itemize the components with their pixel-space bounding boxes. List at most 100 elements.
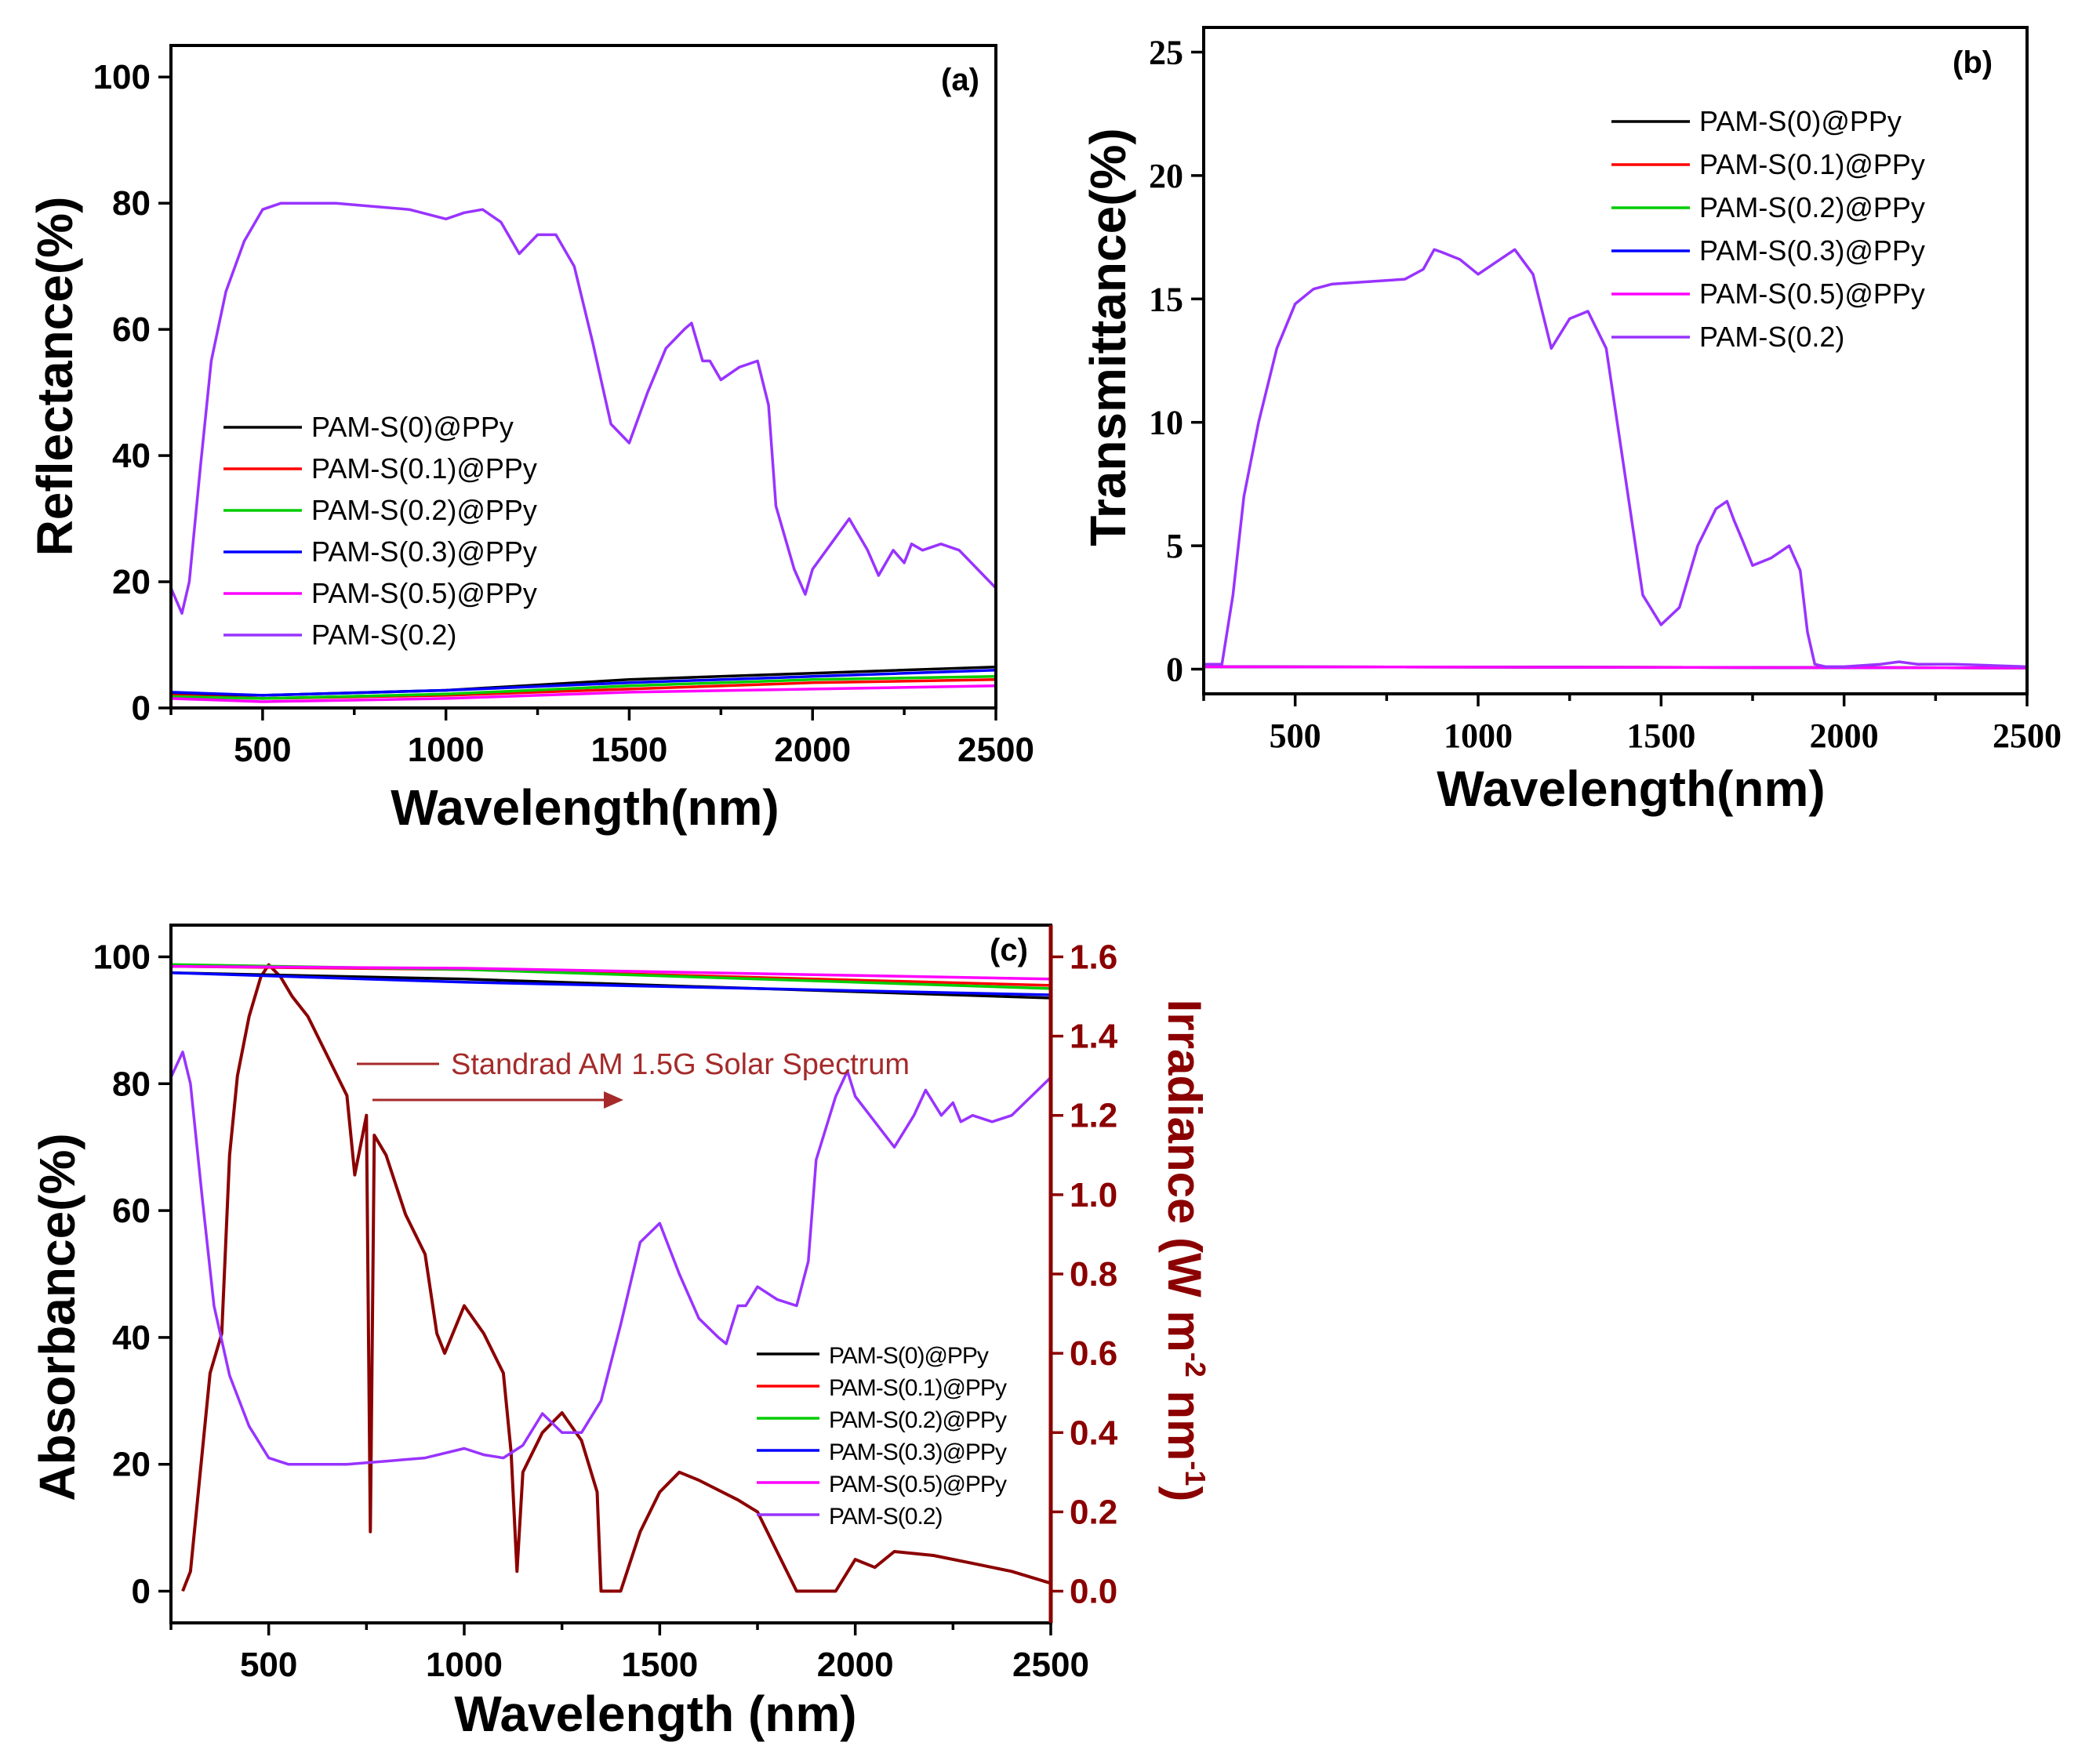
legend-label-1: PAM-S(0)@PPy: [829, 1343, 989, 1369]
y-tick-label: 10: [1149, 404, 1183, 442]
series-line-6: [1204, 248, 2028, 669]
legend-label-4: PAM-S(0.3)@PPy: [311, 535, 537, 568]
panel-a-series: [169, 201, 997, 703]
y-tick-label: 20: [1149, 157, 1183, 195]
series-line-4: [170, 668, 997, 697]
panel-c-annotation: Standrad AM 1.5G Solar Spectrum: [357, 1048, 910, 1109]
legend-label-3: PAM-S(0.2)@PPy: [311, 494, 537, 526]
panel-c-xlabel: Wavelength (nm): [454, 1686, 856, 1742]
x-tick-label: 2500: [1993, 717, 2062, 755]
panel-a-ylabel: Reflectance(%): [27, 197, 83, 557]
panel-b-legend: PAM-S(0)@PPy PAM-S(0.1)@PPy PAM-S(0.2)@PPy…: [1611, 105, 1925, 353]
y2-tick-label: 0.4: [1070, 1414, 1118, 1452]
x-tick-label: 500: [1270, 717, 1321, 755]
y-tick-label: 15: [1149, 280, 1183, 318]
panel-c-series: [169, 963, 1052, 1466]
y2-tick-label: 1.2: [1070, 1097, 1117, 1135]
panel-a: 500 1000 1500 2000 2500 0 20 40 60 80 100 (a) Wave…: [27, 44, 1034, 836]
panel-a-axes: 500 1000 1500 2000 2500 0 20 40 60 80 100: [93, 44, 1034, 769]
panel-c: 500 1000 1500 2000 2500 0 20 40 60 80 100 0.0 0.2 0.4…: [29, 924, 1212, 1742]
y2label-end: ): [1158, 1486, 1211, 1501]
x-tick-label: 2500: [1012, 1646, 1089, 1684]
legend-label-2: PAM-S(0.1)@PPy: [829, 1375, 1007, 1401]
y-tick-label: 25: [1149, 33, 1183, 71]
x-tick-label: 1500: [1626, 717, 1695, 755]
panel-b-frame: [1202, 26, 2029, 695]
x-tick-label: 1000: [426, 1646, 503, 1684]
y2label-sup1: -2: [1179, 1352, 1212, 1377]
y-tick-label: 40: [112, 1319, 151, 1357]
legend-label-3: PAM-S(0.2)@PPy: [1699, 191, 1925, 223]
series-line-3: [170, 675, 997, 700]
panel-c-legend: PAM-S(0)@PPy PAM-S(0.1)@PPy PAM-S(0.2)@PPy…: [757, 1343, 1008, 1530]
y-tick-label: 40: [112, 437, 151, 475]
y2label-sup2: -1: [1179, 1461, 1212, 1486]
x-tick-label: 2000: [817, 1646, 894, 1684]
x-tick-label: 1500: [590, 731, 667, 769]
y-tick-label: 80: [112, 184, 151, 223]
y2-tick-label: 0.0: [1070, 1573, 1117, 1611]
panel-c-y2label: Irradiance (W m-2 nm-1): [1158, 1000, 1212, 1502]
y-tick-label: 60: [112, 310, 151, 349]
legend-label-5: PAM-S(0.5)@PPy: [311, 577, 537, 609]
series-line-4: [170, 971, 1052, 996]
panel-b-axes: 500 1000 1500 2000 2500 0 5 10 15 20 25: [1149, 26, 2062, 755]
legend-label-4: PAM-S(0.3)@PPy: [829, 1439, 1007, 1465]
y-tick-label: 80: [112, 1065, 151, 1103]
y-tick-label: 60: [112, 1192, 151, 1230]
panel-a-xlabel: Wavelength(nm): [391, 779, 779, 836]
y2label-mid: nm: [1158, 1377, 1211, 1461]
y2-tick-label: 1.6: [1070, 938, 1117, 976]
y2-tick-label: 0.8: [1070, 1255, 1117, 1294]
x-tick-label: 1000: [1444, 717, 1513, 755]
x-tick-label: 1500: [621, 1646, 698, 1684]
legend-label-1: PAM-S(0)@PPy: [311, 411, 514, 443]
annotation-text: Standrad AM 1.5G Solar Spectrum: [451, 1048, 910, 1081]
annotation-arrowhead: [604, 1091, 623, 1109]
legend-label-6: PAM-S(0.2): [1699, 321, 1844, 353]
legend-label-2: PAM-S(0.1)@PPy: [1699, 148, 1925, 180]
legend-label-3: PAM-S(0.2)@PPy: [829, 1407, 1007, 1433]
panel-c-ylabel: Absorbance(%): [29, 1133, 85, 1501]
y2-tick-label: 1.0: [1070, 1176, 1117, 1214]
panel-a-label: (a): [941, 63, 979, 97]
panel-b-series: [1203, 248, 2028, 670]
series-line-6: [169, 201, 997, 615]
panel-a-frame: [169, 44, 997, 710]
series-line-5: [1203, 665, 2028, 670]
y2-tick-label: 0.2: [1070, 1493, 1117, 1531]
panel-b-label: (b): [1953, 45, 1993, 80]
legend-label-6: PAM-S(0.2): [311, 619, 456, 651]
x-tick-label: 1000: [408, 731, 485, 769]
panel-a-legend: PAM-S(0)@PPy PAM-S(0.1)@PPy PAM-S(0.2)@PPy…: [223, 411, 537, 651]
legend-label-5: PAM-S(0.5)@PPy: [829, 1472, 1007, 1497]
legend-label-2: PAM-S(0.1)@PPy: [311, 452, 537, 485]
y-tick-label: 20: [112, 1446, 151, 1484]
x-tick-label: 2000: [1810, 717, 1879, 755]
x-tick-label: 2500: [957, 731, 1034, 769]
legend-label-6: PAM-S(0.2): [829, 1504, 942, 1530]
y-tick-label: 20: [112, 563, 151, 601]
series-line-5: [170, 964, 1052, 981]
y2label-main: Irradiance (W m: [1158, 1000, 1211, 1352]
panel-b-xlabel: Wavelength(nm): [1437, 760, 1825, 817]
x-tick-label: 2000: [774, 731, 851, 769]
y-tick-label: 0: [132, 1573, 151, 1611]
y-tick-label: 0: [1166, 651, 1183, 689]
x-tick-label: 500: [234, 731, 291, 769]
y-tick-label: 0: [132, 689, 151, 728]
x-tick-label: 500: [240, 1646, 297, 1684]
legend-label-1: PAM-S(0)@PPy: [1699, 105, 1902, 137]
series-line-5: [170, 684, 997, 703]
legend-label-4: PAM-S(0.3)@PPy: [1699, 234, 1925, 267]
panel-c-label: (c): [990, 933, 1028, 967]
y-tick-label: 100: [93, 938, 151, 976]
legend-label-5: PAM-S(0.5)@PPy: [1699, 278, 1925, 310]
y2-tick-label: 1.4: [1070, 1018, 1118, 1056]
y-tick-label: 5: [1166, 527, 1183, 565]
y2-tick-label: 0.6: [1070, 1334, 1117, 1373]
panel-b: 500 1000 1500 2000 2500 0 5 10 15 20 25 (b) Wavele…: [1080, 26, 2062, 817]
panel-c-axes: 500 1000 1500 2000 2500 0 20 40 60 80 100 0.0 0.2 0.4…: [93, 924, 1118, 1684]
series-line-6: [169, 1051, 1052, 1466]
